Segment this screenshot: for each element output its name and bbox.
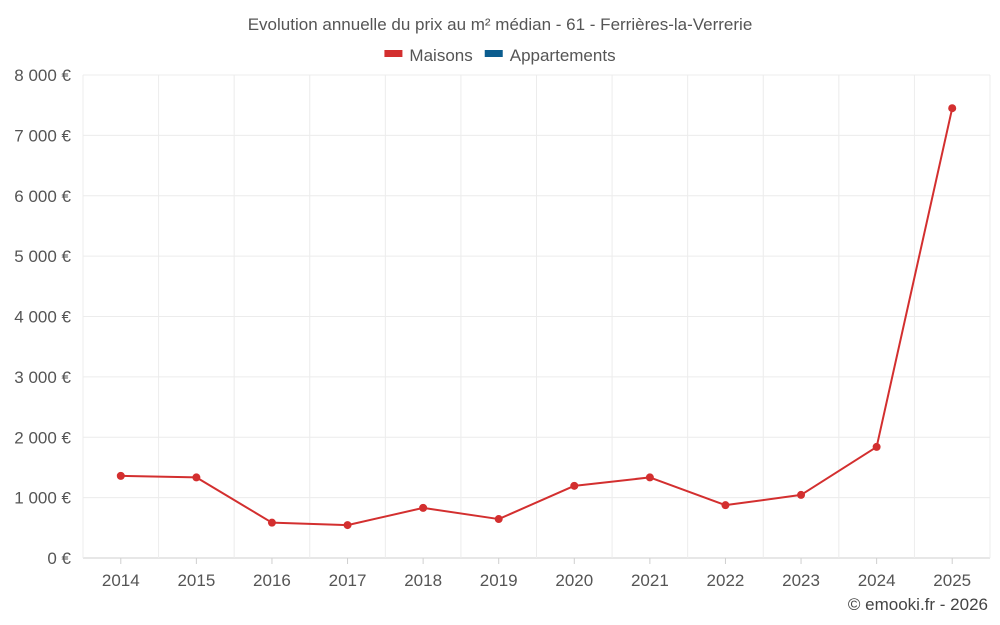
y-tick-label: 1 000 €: [14, 489, 71, 508]
data-point[interactable]: [494, 515, 503, 524]
data-point[interactable]: [267, 518, 276, 527]
y-tick-label: 7 000 €: [14, 126, 71, 145]
x-tick-label: 2023: [782, 571, 820, 590]
legend-label: Maisons: [409, 46, 472, 65]
x-tick-label: 2022: [707, 571, 745, 590]
y-tick-label: 3 000 €: [14, 368, 71, 387]
chart-title: Evolution annuelle du prix au m² médian …: [248, 15, 753, 34]
footer-credit: © emooki.fr - 2026: [848, 595, 988, 614]
data-point[interactable]: [948, 104, 957, 113]
x-axis-labels: 2014 2015 2016 2017 2018 2019 2020 2021 2022 2023…: [102, 558, 971, 590]
data-point[interactable]: [872, 442, 881, 451]
data-point[interactable]: [797, 490, 806, 499]
series-layer: [116, 104, 957, 530]
data-point[interactable]: [419, 503, 428, 512]
x-tick-label: 2018: [404, 571, 442, 590]
legend-swatch: [484, 50, 503, 57]
x-tick-label: 2014: [102, 571, 140, 590]
data-point[interactable]: [192, 473, 201, 482]
series-line-0: [120, 107, 954, 527]
x-tick-label: 2015: [177, 571, 215, 590]
y-tick-label: 4 000 €: [14, 308, 71, 327]
y-tick-label: 5 000 €: [14, 247, 71, 266]
legend-swatch: [384, 50, 403, 57]
x-tick-label: 2024: [858, 571, 896, 590]
legend-label: Appartements: [510, 46, 616, 65]
x-tick-label: 2016: [253, 571, 291, 590]
x-tick-label: 2025: [933, 571, 971, 590]
legend: Maisons Appartements: [384, 46, 616, 65]
grid: [82, 74, 991, 559]
y-tick-label: 2 000 €: [14, 428, 71, 447]
y-tick-label: 6 000 €: [14, 187, 71, 206]
x-tick-label: 2021: [631, 571, 669, 590]
x-tick-label: 2017: [329, 571, 367, 590]
legend-item-1[interactable]: Appartements: [484, 46, 616, 65]
y-tick-label: 8 000 €: [14, 66, 71, 85]
legend-item-0[interactable]: Maisons: [384, 46, 473, 65]
data-point[interactable]: [343, 521, 352, 530]
x-tick-label: 2019: [480, 571, 518, 590]
data-point[interactable]: [721, 501, 730, 510]
data-point[interactable]: [645, 473, 654, 482]
x-tick-label: 2020: [555, 571, 593, 590]
data-point[interactable]: [570, 481, 579, 490]
y-tick-label: 0 €: [47, 549, 71, 568]
y-axis-labels: 0 € 1 000 € 2 000 € 3 000 € 4 000 € 5 000 € 6 …: [14, 66, 71, 568]
data-point[interactable]: [116, 471, 125, 480]
